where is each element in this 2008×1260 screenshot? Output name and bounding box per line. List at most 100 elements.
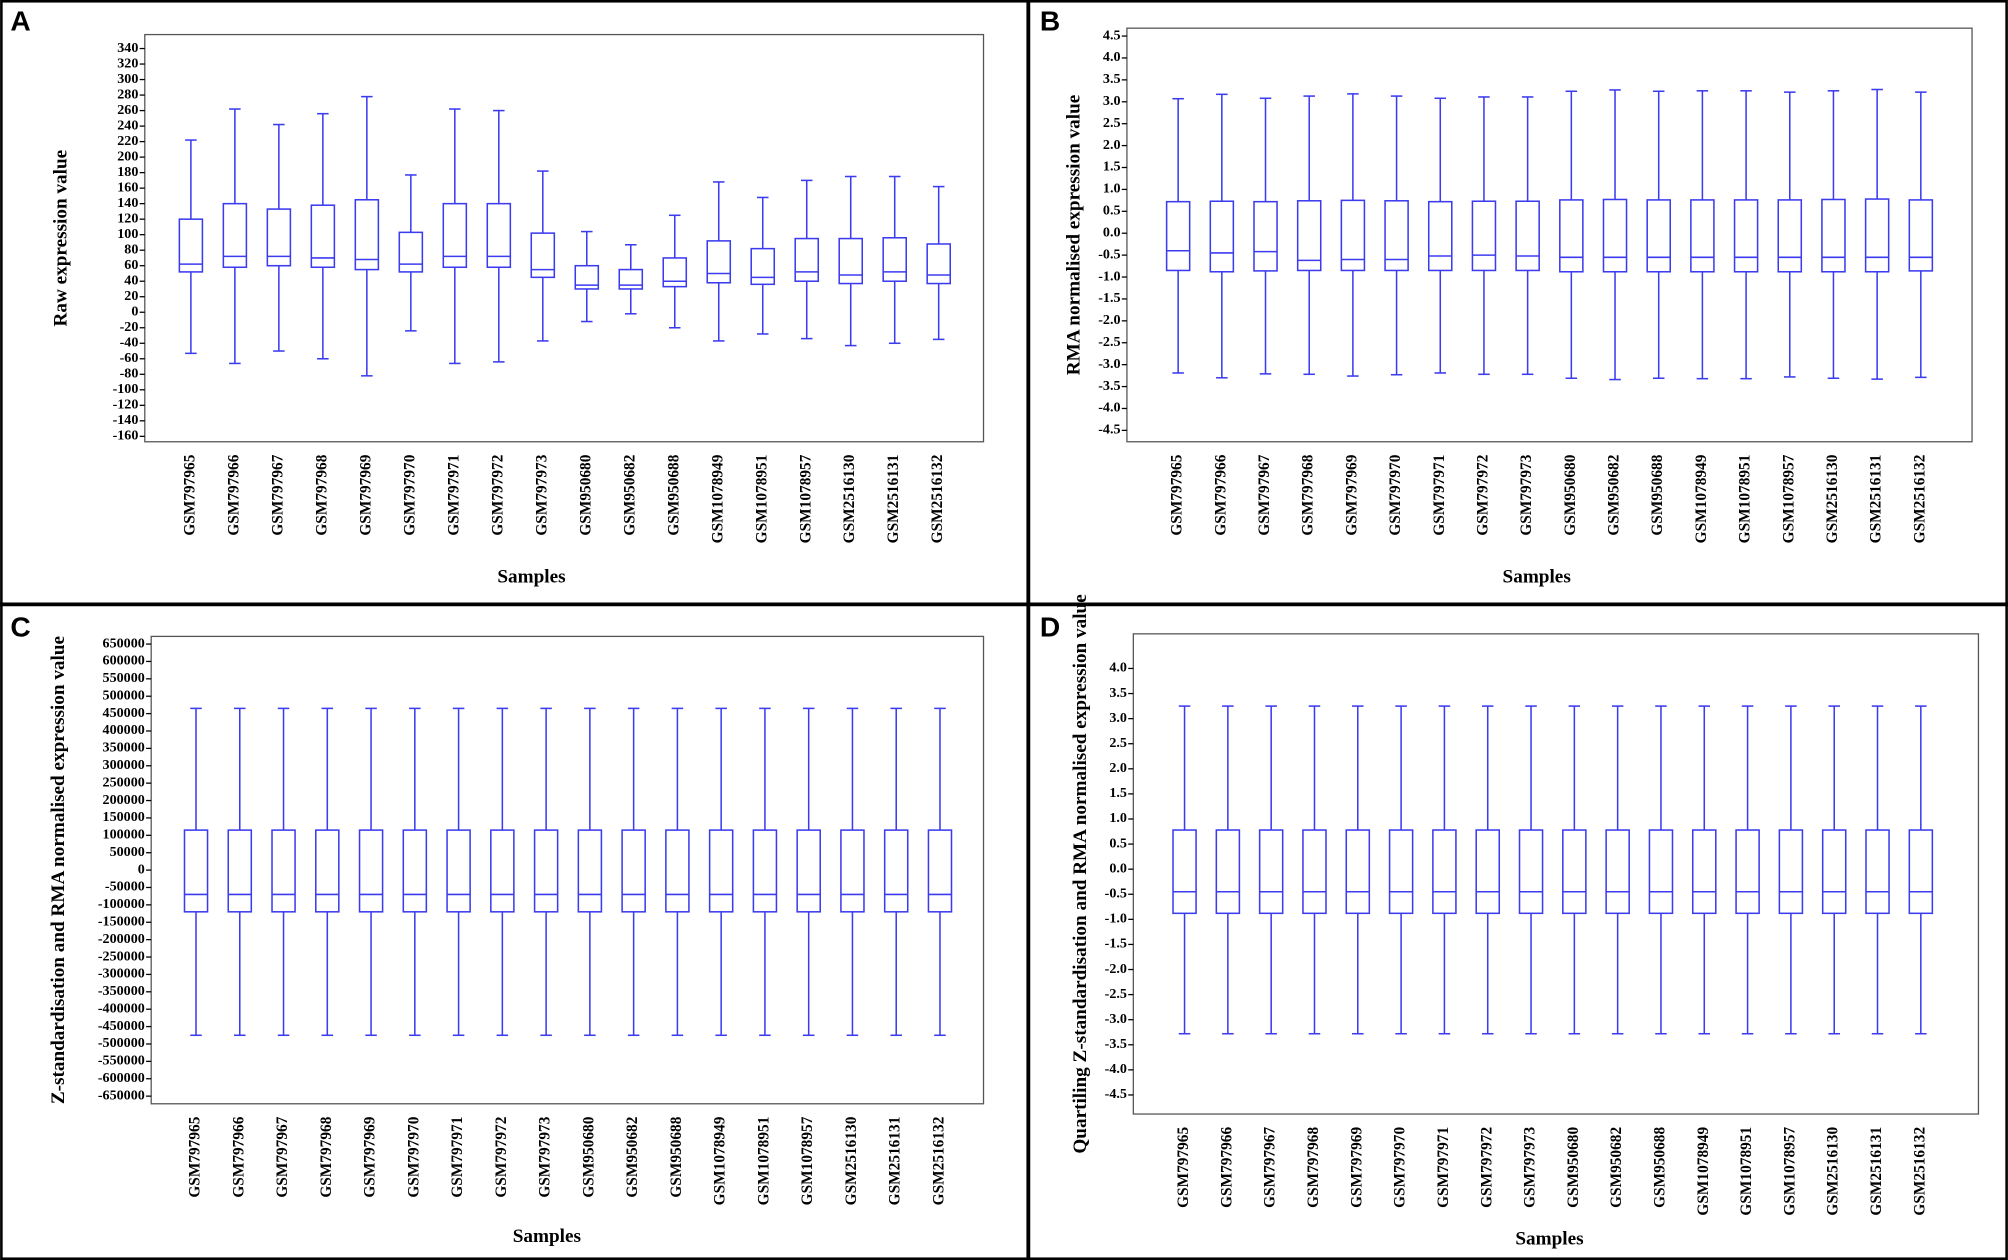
box bbox=[1559, 199, 1584, 273]
box bbox=[926, 243, 951, 285]
y-tick-label: 1.0 bbox=[1109, 810, 1127, 826]
y-tick-label: -450000 bbox=[98, 1018, 145, 1034]
y-tick-label: -1.5 bbox=[1105, 936, 1127, 952]
x-tick-label: GSM797965 bbox=[181, 454, 198, 535]
x-tick-label: GSM1078957 bbox=[1781, 1127, 1798, 1216]
y-tick-label: 120 bbox=[117, 210, 138, 226]
x-tick-label: GSM797969 bbox=[357, 454, 374, 535]
y-tick-label: -2.0 bbox=[1098, 312, 1120, 328]
y-tick-label: -20 bbox=[120, 319, 139, 335]
x-tick-label: GSM797966 bbox=[230, 1116, 247, 1197]
panel-label: D bbox=[1040, 610, 1060, 642]
box bbox=[1471, 200, 1497, 272]
y-tick-label: -3.0 bbox=[1098, 356, 1120, 372]
plot-area bbox=[1132, 633, 1980, 1115]
x-tick-label: GSM797973 bbox=[1522, 1127, 1539, 1208]
box bbox=[1605, 829, 1630, 915]
box bbox=[358, 829, 384, 913]
x-tick-label: GSM797968 bbox=[313, 454, 330, 535]
y-tick-label: 500000 bbox=[103, 687, 145, 703]
x-tick-label: GSM1078949 bbox=[712, 1116, 729, 1205]
x-tick-label: GSM950688 bbox=[665, 454, 682, 535]
box bbox=[838, 237, 864, 285]
x-tick-label: GSM797967 bbox=[274, 1116, 291, 1197]
y-tick-label: 60 bbox=[124, 257, 138, 273]
y-tick-label: -40 bbox=[120, 335, 139, 351]
y-tick-label: -250000 bbox=[98, 948, 145, 964]
box bbox=[665, 829, 690, 913]
box bbox=[486, 202, 512, 269]
y-tick-label: -50000 bbox=[105, 879, 145, 895]
x-tick-label: GSM797969 bbox=[1348, 1127, 1365, 1208]
x-tick-label: GSM797967 bbox=[269, 454, 286, 535]
x-tick-label: GSM797971 bbox=[1431, 455, 1448, 536]
x-tick-label: GSM2516130 bbox=[1825, 1127, 1842, 1216]
x-tick-label: GSM797973 bbox=[1518, 454, 1535, 535]
box bbox=[794, 237, 820, 282]
y-tick-label: -3.5 bbox=[1105, 1036, 1127, 1052]
box bbox=[1864, 198, 1890, 273]
y-tick-label: -80 bbox=[120, 366, 139, 382]
y-tick-label: 140 bbox=[117, 195, 138, 211]
y-tick-label: -0.5 bbox=[1098, 246, 1120, 262]
x-tick-label: GSM797968 bbox=[1300, 454, 1317, 535]
y-tick-label: 200 bbox=[117, 148, 138, 164]
y-tick-label: 350000 bbox=[103, 740, 145, 756]
box bbox=[490, 829, 515, 913]
y-tick-label: 2.0 bbox=[1109, 760, 1127, 776]
box bbox=[752, 829, 778, 913]
y-axis-label: RMA normalised expression value bbox=[1064, 94, 1085, 375]
y-tick-label: 240 bbox=[117, 117, 138, 133]
panel-label: C bbox=[10, 610, 30, 642]
x-tick-label: GSM2516132 bbox=[931, 1116, 948, 1205]
x-tick-label: GSM1078949 bbox=[1693, 454, 1710, 543]
box bbox=[398, 231, 424, 273]
x-tick-label: GSM797972 bbox=[493, 1116, 510, 1197]
box bbox=[442, 202, 468, 269]
box bbox=[1733, 199, 1759, 273]
box bbox=[662, 257, 688, 288]
box bbox=[402, 829, 428, 913]
box bbox=[1602, 198, 1628, 273]
plot-area bbox=[150, 635, 985, 1105]
x-tick-label: GSM950680 bbox=[580, 1116, 597, 1197]
y-tick-label: 1.0 bbox=[1103, 181, 1121, 197]
box bbox=[1735, 829, 1760, 915]
y-tick-label: 260 bbox=[117, 102, 138, 118]
box bbox=[1388, 829, 1414, 915]
x-tick-label: GSM2516130 bbox=[1824, 454, 1841, 543]
x-tick-label: GSM2516132 bbox=[1911, 454, 1928, 543]
y-tick-label: -4.5 bbox=[1105, 1086, 1127, 1102]
box bbox=[315, 829, 340, 913]
box bbox=[750, 247, 776, 286]
x-tick-label: GSM1078957 bbox=[797, 454, 814, 543]
y-tick-label: 0.0 bbox=[1103, 224, 1121, 240]
y-tick-label: 600000 bbox=[103, 653, 145, 669]
x-tick-label: GSM797965 bbox=[1169, 454, 1186, 535]
y-tick-label: 100000 bbox=[103, 827, 145, 843]
box bbox=[533, 829, 559, 913]
x-axis-label: Samples bbox=[513, 1226, 581, 1247]
y-tick-label: -2.0 bbox=[1105, 961, 1127, 977]
box bbox=[1432, 829, 1457, 915]
x-tick-label: GSM1078951 bbox=[753, 455, 770, 544]
y-tick-label: -200000 bbox=[98, 931, 145, 947]
y-tick-label: -2.5 bbox=[1098, 334, 1120, 350]
y-tick-label: 100 bbox=[117, 226, 138, 242]
y-tick-label: -1.5 bbox=[1098, 290, 1120, 306]
box bbox=[1821, 198, 1846, 273]
box bbox=[227, 829, 253, 913]
box bbox=[927, 829, 953, 913]
box bbox=[1515, 200, 1540, 272]
y-tick-label: 40 bbox=[124, 272, 138, 288]
box bbox=[1384, 200, 1409, 272]
x-tick-label: GSM1078949 bbox=[1695, 1127, 1712, 1216]
box bbox=[621, 829, 646, 913]
box bbox=[1302, 829, 1327, 915]
x-tick-label: GSM1078949 bbox=[709, 454, 726, 543]
y-tick-label: 20 bbox=[124, 288, 138, 304]
box bbox=[1518, 829, 1544, 915]
panel-label: A bbox=[10, 5, 30, 37]
x-tick-label: GSM797973 bbox=[537, 1116, 554, 1197]
